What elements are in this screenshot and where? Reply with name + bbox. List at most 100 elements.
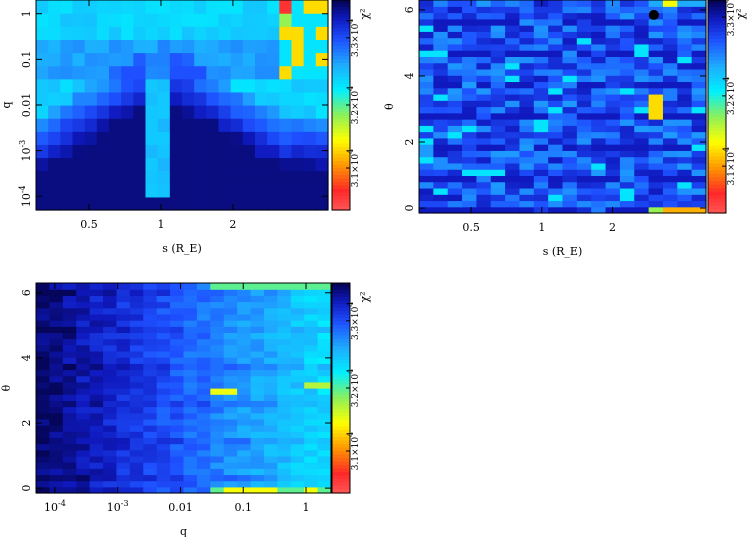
heat-cell bbox=[505, 31, 521, 39]
colorbar-swatch bbox=[332, 66, 350, 71]
heat-cell bbox=[143, 307, 158, 315]
heat-cell bbox=[196, 449, 211, 457]
colorbar-swatch bbox=[708, 159, 726, 164]
heat-cell bbox=[48, 105, 61, 119]
heat-cell bbox=[591, 62, 607, 70]
heat-cell bbox=[103, 369, 118, 377]
heat-cell bbox=[648, 137, 664, 145]
heat-cell bbox=[519, 194, 535, 202]
heat-cell bbox=[237, 344, 252, 352]
heat-cell bbox=[519, 37, 535, 45]
heat-cell bbox=[576, 194, 592, 202]
heat-cell bbox=[303, 196, 317, 211]
heat-cell bbox=[116, 295, 131, 303]
heat-cell bbox=[223, 320, 238, 327]
heat-cell bbox=[255, 65, 268, 80]
heat-cell bbox=[533, 181, 549, 189]
heat-cell bbox=[49, 455, 64, 463]
heat-cell bbox=[242, 105, 256, 119]
heat-cell bbox=[677, 137, 693, 145]
heat-cell bbox=[317, 326, 332, 334]
colorbar-swatch bbox=[332, 402, 350, 407]
heat-cell bbox=[619, 75, 635, 83]
heat-cell bbox=[103, 468, 118, 476]
heat-cell bbox=[291, 0, 305, 14]
heat-cell bbox=[303, 105, 317, 119]
heat-cell bbox=[317, 363, 332, 371]
heat-cell bbox=[677, 162, 693, 170]
heat-cell bbox=[277, 406, 292, 414]
heat-cell bbox=[505, 100, 521, 108]
heat-cell bbox=[36, 52, 49, 67]
heat-cell bbox=[116, 449, 131, 457]
heat-cell bbox=[89, 480, 104, 488]
heat-cell bbox=[619, 100, 635, 108]
heat-cell bbox=[315, 118, 329, 132]
heat-cell bbox=[116, 400, 131, 408]
colorbar-swatch bbox=[332, 451, 350, 456]
heat-cell bbox=[462, 175, 477, 183]
heat-cell bbox=[691, 81, 707, 89]
heat-cell bbox=[462, 31, 477, 39]
heat-cell bbox=[519, 62, 535, 70]
heat-cell bbox=[196, 344, 211, 352]
colorbar-swatch bbox=[332, 52, 350, 57]
heat-cell bbox=[277, 449, 292, 457]
heat-cell bbox=[591, 162, 607, 170]
heat-cell bbox=[548, 106, 564, 114]
colorbar-swatch bbox=[708, 31, 726, 37]
heat-cell bbox=[230, 144, 244, 159]
heat-cell bbox=[145, 144, 159, 159]
colorbar-swatch bbox=[708, 28, 726, 33]
heat-cell bbox=[36, 369, 51, 377]
heat-cell bbox=[143, 394, 158, 401]
heat-cell bbox=[182, 183, 195, 198]
heat-cell bbox=[223, 412, 238, 420]
heat-cell bbox=[196, 400, 211, 408]
heat-cell bbox=[62, 295, 77, 303]
heat-cell bbox=[562, 206, 578, 214]
heat-cell bbox=[170, 437, 185, 445]
heat-cell bbox=[183, 369, 198, 377]
heat-cell bbox=[290, 369, 305, 377]
heat-cell bbox=[263, 437, 278, 445]
heat-cell bbox=[183, 400, 198, 408]
colorbar-swatch bbox=[332, 73, 350, 78]
heat-cell bbox=[290, 394, 305, 401]
heat-cell bbox=[250, 431, 265, 439]
heat-cell bbox=[591, 181, 607, 189]
heat-cell bbox=[267, 26, 280, 40]
heat-cell bbox=[103, 381, 118, 389]
heat-cell bbox=[76, 357, 91, 364]
heat-cell bbox=[183, 313, 198, 321]
heat-cell bbox=[279, 105, 293, 119]
heat-cell bbox=[129, 468, 144, 476]
heat-cell bbox=[576, 169, 592, 177]
heat-cell bbox=[490, 144, 506, 151]
heat-cell bbox=[196, 412, 211, 420]
heat-cell bbox=[250, 369, 265, 377]
heat-cell bbox=[619, 93, 635, 101]
heat-cell bbox=[291, 131, 305, 145]
heat-cell bbox=[183, 320, 198, 327]
heat-cell bbox=[103, 400, 118, 408]
heat-cell bbox=[133, 196, 147, 211]
heat-cell bbox=[303, 157, 317, 172]
heat-cell bbox=[462, 162, 477, 170]
heat-cell bbox=[183, 462, 198, 469]
heat-cell bbox=[145, 78, 159, 93]
heat-cell bbox=[36, 196, 49, 211]
heat-cell bbox=[533, 106, 549, 114]
heat-cell bbox=[183, 338, 198, 346]
heat-cell bbox=[605, 68, 621, 76]
heat-cell bbox=[533, 93, 549, 101]
heat-cell bbox=[194, 131, 207, 145]
colorbar-swatch bbox=[708, 35, 726, 40]
heat-cell bbox=[129, 394, 144, 401]
heat-cell bbox=[277, 468, 292, 476]
heat-cell bbox=[619, 43, 635, 51]
heat-cell bbox=[196, 338, 211, 346]
heat-cell bbox=[60, 52, 74, 67]
heat-cell bbox=[242, 183, 256, 198]
heat-cell bbox=[677, 194, 693, 202]
